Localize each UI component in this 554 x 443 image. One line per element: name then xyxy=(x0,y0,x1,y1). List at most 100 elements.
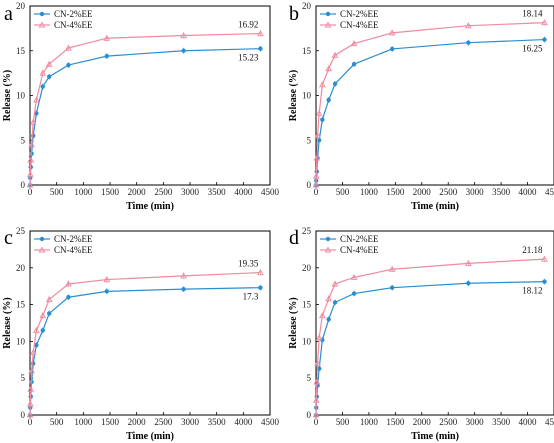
data-point xyxy=(326,97,331,103)
series-line xyxy=(29,48,261,186)
data-point xyxy=(464,22,472,29)
panel-letter: a xyxy=(4,3,13,25)
panel-letter: b xyxy=(289,3,299,25)
data-point xyxy=(40,328,45,333)
data-point xyxy=(313,378,321,385)
x-tick-label: 500 xyxy=(50,187,64,197)
data-point xyxy=(29,348,37,355)
data-point xyxy=(312,411,320,418)
y-tick-label: 0 xyxy=(307,410,312,420)
x-tick-label: 3500 xyxy=(208,417,227,427)
panel-letter: d xyxy=(289,227,299,249)
plot-frame xyxy=(29,230,271,416)
y-tick-label: 0 xyxy=(307,180,312,190)
data-point xyxy=(33,326,40,333)
legend-label: CN-2%EE xyxy=(54,9,93,19)
y-tick-label: 15 xyxy=(16,300,26,310)
data-point xyxy=(104,53,110,59)
data-point xyxy=(29,118,37,125)
y-tick-label: 15 xyxy=(302,46,312,56)
legend-marker xyxy=(325,236,331,242)
data-point xyxy=(65,44,72,51)
data-point xyxy=(314,132,321,139)
y-tick-label: 5 xyxy=(307,373,312,383)
panel-letter: c xyxy=(4,227,13,249)
data-point xyxy=(326,317,331,322)
x-tick-label: 500 xyxy=(50,417,64,427)
x-tick-label: 4000 xyxy=(519,417,538,427)
y-tick-label: 25 xyxy=(16,226,26,236)
chart-panel-a: a 0 500 1000 1500 2000 2500 3000 3500 4000 4500 0 5 1… xyxy=(2,1,280,212)
data-point xyxy=(315,109,323,116)
end-value-label: 18.12 xyxy=(522,286,542,296)
data-point xyxy=(258,46,263,51)
data-point xyxy=(331,51,339,58)
legend-label: CN-4%EE xyxy=(54,20,93,30)
y-axis-title: Release (%) xyxy=(2,297,13,348)
x-tick-label: 3500 xyxy=(492,187,511,197)
series-line xyxy=(29,271,261,416)
y-tick-label: 0 xyxy=(21,410,26,420)
data-point xyxy=(332,81,338,87)
data-point xyxy=(312,172,320,179)
data-point xyxy=(39,312,47,319)
legend-marker xyxy=(324,246,332,253)
data-point xyxy=(320,117,325,122)
data-point xyxy=(27,385,35,392)
series-CN-2%EE: 17.3 xyxy=(27,284,263,418)
data-point xyxy=(28,141,35,148)
data-point xyxy=(27,156,35,163)
data-point xyxy=(66,295,71,300)
data-point xyxy=(65,280,72,287)
data-point xyxy=(181,286,186,292)
data-point xyxy=(34,111,39,116)
x-axis-title: Time (min) xyxy=(126,201,174,212)
x-tick-label: 3500 xyxy=(492,417,511,427)
end-value-label: 21.18 xyxy=(522,245,543,255)
series-CN-4%EE: 19.35 xyxy=(26,259,264,418)
legend-label: CN-2%EE xyxy=(340,234,379,244)
plot-frame xyxy=(315,5,554,186)
x-axis-title: Time (min) xyxy=(411,201,459,212)
end-value-label: 17.3 xyxy=(243,292,259,302)
data-point xyxy=(325,295,333,302)
data-point xyxy=(388,265,396,272)
y-tick-label: 20 xyxy=(302,1,312,11)
x-tick-label: 4500 xyxy=(261,187,280,197)
y-tick-label: 15 xyxy=(302,300,312,310)
series-CN-4%EE: 21.18 xyxy=(312,245,548,418)
legend-marker xyxy=(38,246,46,253)
x-tick-label: 500 xyxy=(336,187,350,197)
data-point xyxy=(257,269,264,276)
y-tick-label: 15 xyxy=(16,46,26,56)
x-tick-label: 2500 xyxy=(439,417,458,427)
x-tick-label: 3000 xyxy=(466,187,485,197)
data-point xyxy=(104,289,110,294)
y-tick-label: 0 xyxy=(21,180,26,190)
x-axis-title: Time (min) xyxy=(126,431,174,442)
x-tick-label: 0 xyxy=(28,417,33,427)
data-point xyxy=(26,400,34,407)
x-tick-label: 2500 xyxy=(154,187,173,197)
legend-label: CN-2%EE xyxy=(54,234,93,244)
end-value-label: 16.25 xyxy=(522,44,543,54)
x-tick-label: 2000 xyxy=(413,417,432,427)
x-tick-label: 2000 xyxy=(413,187,432,197)
series-CN-2%EE: 16.25 xyxy=(313,36,547,188)
data-point xyxy=(542,279,547,284)
data-point xyxy=(33,96,40,103)
x-tick-label: 2500 xyxy=(439,187,458,197)
data-point xyxy=(389,285,395,290)
x-tick-label: 0 xyxy=(314,417,319,427)
series-line xyxy=(29,287,261,416)
data-point xyxy=(541,19,548,26)
data-point xyxy=(332,300,338,305)
data-point xyxy=(318,81,326,88)
y-tick-label: 10 xyxy=(302,336,312,346)
x-tick-label: 2500 xyxy=(154,417,173,427)
data-point xyxy=(26,181,34,188)
series-CN-4%EE: 18.14 xyxy=(312,9,548,188)
data-point xyxy=(45,295,53,302)
x-tick-label: 3000 xyxy=(181,417,200,427)
